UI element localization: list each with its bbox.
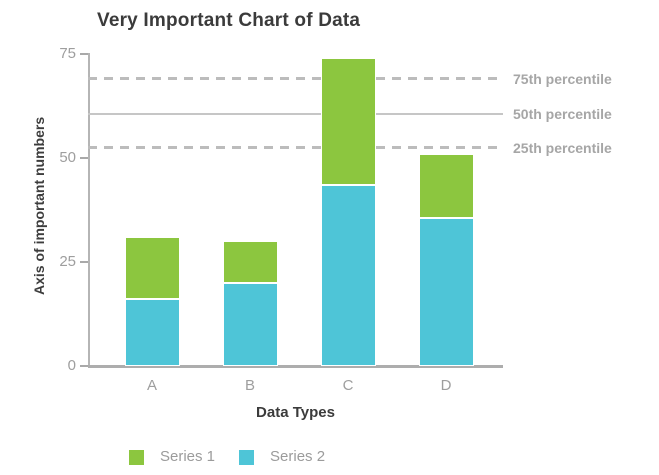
y-tick-mark-0 bbox=[80, 365, 88, 367]
legend-item-series-2[interactable]: Series 2 bbox=[239, 449, 325, 465]
bar-B-series-2[interactable] bbox=[222, 282, 278, 366]
y-tick-label-0: 0 bbox=[67, 357, 76, 374]
ref-line-25th-percentile bbox=[88, 146, 503, 150]
y-axis-title: Axis of important numbers bbox=[31, 116, 47, 296]
x-category-label-D: D bbox=[440, 377, 452, 394]
x-axis-line bbox=[88, 365, 503, 368]
x-axis-title: Data Types bbox=[256, 404, 335, 421]
ref-line-50th-percentile bbox=[88, 113, 503, 116]
x-category-label-A: A bbox=[146, 377, 157, 394]
series-1-legend-label: Series 1 bbox=[160, 448, 216, 465]
plot-area: 0 25 50 75 75th percentile 50th percentile 25t… bbox=[59, 45, 612, 394]
ref-line-75th-percentile bbox=[88, 77, 503, 81]
ref-line-label-75th-percentile: 75th percentile bbox=[513, 70, 612, 87]
ref-line-label-25th-percentile: 25th percentile bbox=[513, 139, 612, 156]
x-category-label-B: B bbox=[244, 377, 255, 394]
bar-C-series-1[interactable] bbox=[320, 58, 376, 186]
legend-item-series-1[interactable]: Series 1 bbox=[129, 449, 215, 465]
y-tick-mark-75 bbox=[80, 53, 88, 55]
series-2-color-swatch bbox=[239, 449, 255, 465]
chart-title: Very Important Chart of Data bbox=[97, 10, 361, 31]
bar-B-series-1[interactable] bbox=[222, 241, 278, 283]
bar-A-series-2[interactable] bbox=[124, 299, 180, 366]
series-1-color-swatch bbox=[129, 449, 144, 465]
y-tick-mark-25 bbox=[80, 261, 88, 263]
y-tick-label-50: 50 bbox=[59, 149, 76, 166]
ref-line-label-50th-percentile: 50th percentile bbox=[513, 106, 612, 123]
series-2-legend-label: Series 2 bbox=[270, 448, 326, 465]
y-axis-line bbox=[88, 53, 90, 367]
bar-D-series-2[interactable] bbox=[418, 218, 474, 366]
bar-D-series-1[interactable] bbox=[418, 153, 474, 219]
x-category-label-C: C bbox=[342, 377, 354, 394]
y-tick-label-25: 25 bbox=[59, 253, 76, 270]
bar-A-series-1[interactable] bbox=[124, 237, 180, 300]
y-tick-label-75: 75 bbox=[59, 45, 76, 62]
bar-C-series-2[interactable] bbox=[320, 185, 376, 366]
y-tick-mark-50 bbox=[80, 157, 88, 159]
legend: Series 1 Series 2 bbox=[129, 449, 325, 465]
